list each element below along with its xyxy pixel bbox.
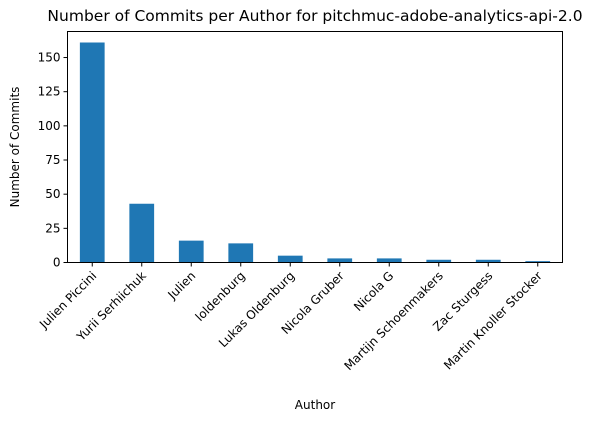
y-tick-label: 75 <box>45 153 60 167</box>
bar-7 <box>376 258 402 263</box>
bar-9 <box>475 259 501 263</box>
y-tick-label: 50 <box>45 187 60 201</box>
bar-3 <box>178 240 204 263</box>
bar-6 <box>327 258 353 263</box>
y-tick-label: 0 <box>53 256 61 270</box>
bar-2 <box>129 203 155 263</box>
bar-4 <box>228 243 254 263</box>
x-axis-label: Author <box>295 398 335 412</box>
y-tick-label: 25 <box>45 221 60 235</box>
y-axis: 0 25 50 75 100 125 150 <box>38 51 68 270</box>
chart-title: Number of Commits per Author for pitchmu… <box>47 7 582 25</box>
x-tick-label: Julien <box>165 269 199 303</box>
y-tick-label: 150 <box>38 51 61 65</box>
bar-5 <box>277 255 303 263</box>
y-tick-label: 100 <box>38 119 61 133</box>
x-tick-label: Martijn Schoenmakers <box>341 269 445 373</box>
bar-10 <box>525 261 551 263</box>
plot-frame <box>67 31 563 263</box>
y-tick-label: 125 <box>38 85 61 99</box>
bar-8 <box>426 259 452 263</box>
x-tick-label: Martin Knoller Stocker <box>441 269 545 373</box>
bars-group <box>79 42 551 263</box>
x-tick-label: Nicola G <box>351 269 396 314</box>
bar-1 <box>79 42 105 263</box>
y-axis-label: Number of Commits <box>8 87 22 208</box>
